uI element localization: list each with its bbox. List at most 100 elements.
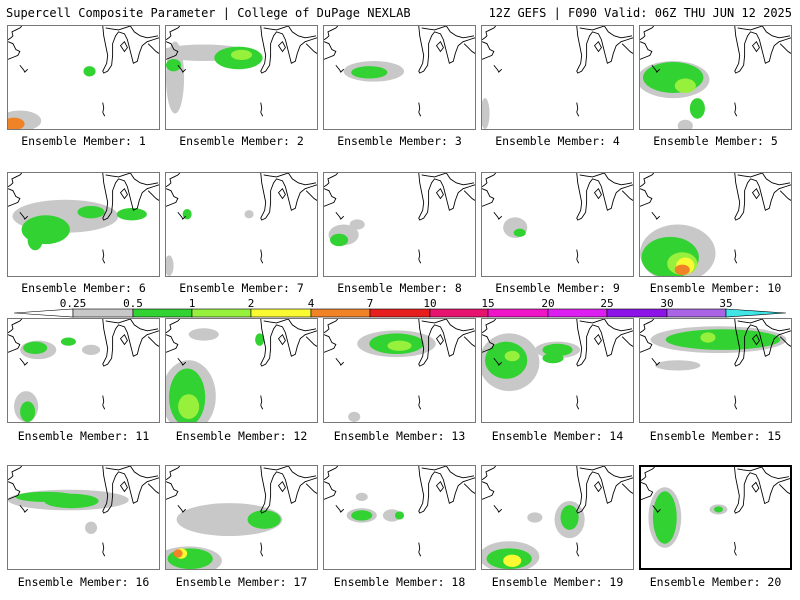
ensemble-panel-1 — [7, 25, 160, 130]
geographic-outline — [8, 466, 159, 557]
colorbar-tick-label: 35 — [719, 297, 733, 310]
scp-contour-12-4 — [188, 328, 219, 341]
colorbar-segment-8 — [487, 308, 549, 318]
ensemble-panel-13 — [323, 318, 476, 423]
colorbar-tick-label: 1 — [188, 297, 196, 310]
ensemble-map-15 — [640, 319, 791, 410]
ensemble-panel-2 — [165, 25, 318, 130]
ensemble-member-label: Ensemble Member: 10 — [649, 281, 782, 295]
ensemble-panel-9 — [481, 172, 634, 277]
ensemble-map-19 — [482, 466, 633, 569]
colorbar-segment-9 — [547, 308, 608, 318]
ensemble-panel-5 — [639, 25, 792, 130]
geographic-outline — [324, 466, 475, 557]
ensemble-panel-17 — [165, 465, 318, 570]
scp-contour-5-5 — [677, 119, 693, 129]
ensemble-map-5 — [640, 26, 791, 129]
scp-contour-20-4 — [714, 506, 723, 513]
scp-contour-14-6 — [504, 350, 520, 362]
scp-contour-14-4 — [542, 343, 573, 357]
colorbar-tick-label: 10 — [423, 297, 437, 310]
ensemble-panel-10 — [639, 172, 792, 277]
scp-contour-17-6 — [173, 549, 183, 558]
colorbar-tick-label: 25 — [600, 297, 614, 310]
scp-contour-15-2 — [665, 329, 781, 350]
ensemble-member-label: Ensemble Member: 20 — [649, 575, 782, 589]
ensemble-member-label: Ensemble Member: 19 — [491, 575, 624, 589]
ensemble-map-8 — [324, 173, 475, 264]
ensemble-map-11 — [8, 319, 159, 422]
color-legend-bar — [13, 308, 787, 318]
geographic-outline — [482, 466, 633, 557]
geographic-outline — [482, 319, 633, 410]
geographic-outline — [641, 467, 790, 556]
ensemble-member-label: Ensemble Member: 5 — [653, 134, 778, 148]
ensemble-panel-18 — [323, 465, 476, 570]
geographic-outline — [324, 319, 475, 410]
scp-contour-5-4 — [689, 98, 705, 119]
scp-contour-16-3 — [44, 493, 99, 509]
ensemble-member-label: Ensemble Member: 8 — [337, 281, 462, 295]
ensemble-map-13 — [324, 319, 475, 422]
geographic-outline — [324, 26, 475, 117]
ensemble-map-4 — [482, 26, 633, 129]
scp-contour-18-5 — [355, 492, 368, 502]
ensemble-panel-15 — [639, 318, 792, 423]
ensemble-member-label: Ensemble Member: 3 — [337, 134, 462, 148]
scp-contour-15-3 — [700, 332, 716, 343]
ensemble-panel-3 — [323, 25, 476, 130]
ensemble-panel-20 — [639, 465, 792, 570]
geographic-outline — [482, 173, 633, 264]
ensemble-member-label: Ensemble Member: 9 — [495, 281, 620, 295]
scp-contour-11-3 — [60, 337, 76, 346]
colorbar-segment-3 — [191, 308, 252, 318]
scp-contour-17-2 — [247, 510, 281, 529]
ensemble-member-label: Ensemble Member: 14 — [491, 429, 624, 443]
ensemble-member-label: Ensemble Member: 16 — [17, 575, 150, 589]
header-valid-time: 12Z GEFS | F090 Valid: 06Z THU JUN 12 20… — [488, 6, 792, 20]
ensemble-map-18 — [324, 466, 475, 557]
scp-contour-8-2 — [330, 233, 349, 247]
colorbar-segment-5 — [310, 308, 371, 318]
scp-contour-18-3 — [382, 509, 402, 522]
scp-contour-14-5 — [542, 352, 564, 364]
scp-contour-4-1 — [482, 98, 490, 129]
ensemble-member-label: Ensemble Member: 12 — [175, 429, 308, 443]
ensemble-panel-12 — [165, 318, 318, 423]
colorbar-segment-11 — [666, 308, 727, 318]
ensemble-member-label: Ensemble Member: 11 — [17, 429, 150, 443]
header-title: Supercell Composite Parameter | College … — [6, 6, 411, 20]
scp-contour-1-3 — [8, 117, 25, 129]
colorbar-tick-label: 15 — [481, 297, 495, 310]
scp-contour-1-1 — [83, 66, 96, 77]
scp-contour-2-5 — [166, 58, 182, 72]
ensemble-member-label: Ensemble Member: 7 — [179, 281, 304, 295]
colorbar-right-arrow — [725, 308, 787, 318]
scp-contour-7-2 — [244, 210, 254, 219]
ensemble-member-label: Ensemble Member: 13 — [333, 429, 466, 443]
geographic-outline — [166, 26, 317, 117]
scp-contour-18-4 — [394, 511, 405, 520]
ensemble-panel-8 — [323, 172, 476, 277]
ensemble-map-17 — [166, 466, 317, 569]
colorbar-segment-7 — [429, 308, 489, 318]
geographic-outline — [482, 26, 633, 117]
ensemble-map-9 — [482, 173, 633, 264]
scp-contour-5-3 — [674, 78, 696, 93]
scp-contour-11-2 — [23, 341, 48, 355]
geographic-outline — [324, 173, 475, 264]
ensemble-member-label: Ensemble Member: 1 — [21, 134, 146, 148]
ensemble-member-label: Ensemble Member: 17 — [175, 575, 308, 589]
ensemble-map-6 — [8, 173, 159, 264]
scp-contour-2-4 — [166, 41, 185, 114]
colorbar-segment-2 — [132, 308, 193, 318]
geographic-outline — [166, 319, 317, 410]
scp-contour-11-6 — [20, 401, 36, 422]
colorbar-tick-label: 0.5 — [123, 297, 143, 310]
ensemble-map-14 — [482, 319, 633, 410]
scp-contour-3-2 — [351, 66, 388, 79]
scp-contour-11-4 — [81, 344, 101, 356]
scp-contour-13-4 — [348, 411, 361, 422]
ensemble-map-3 — [324, 26, 475, 117]
scp-contour-15-4 — [655, 360, 701, 371]
